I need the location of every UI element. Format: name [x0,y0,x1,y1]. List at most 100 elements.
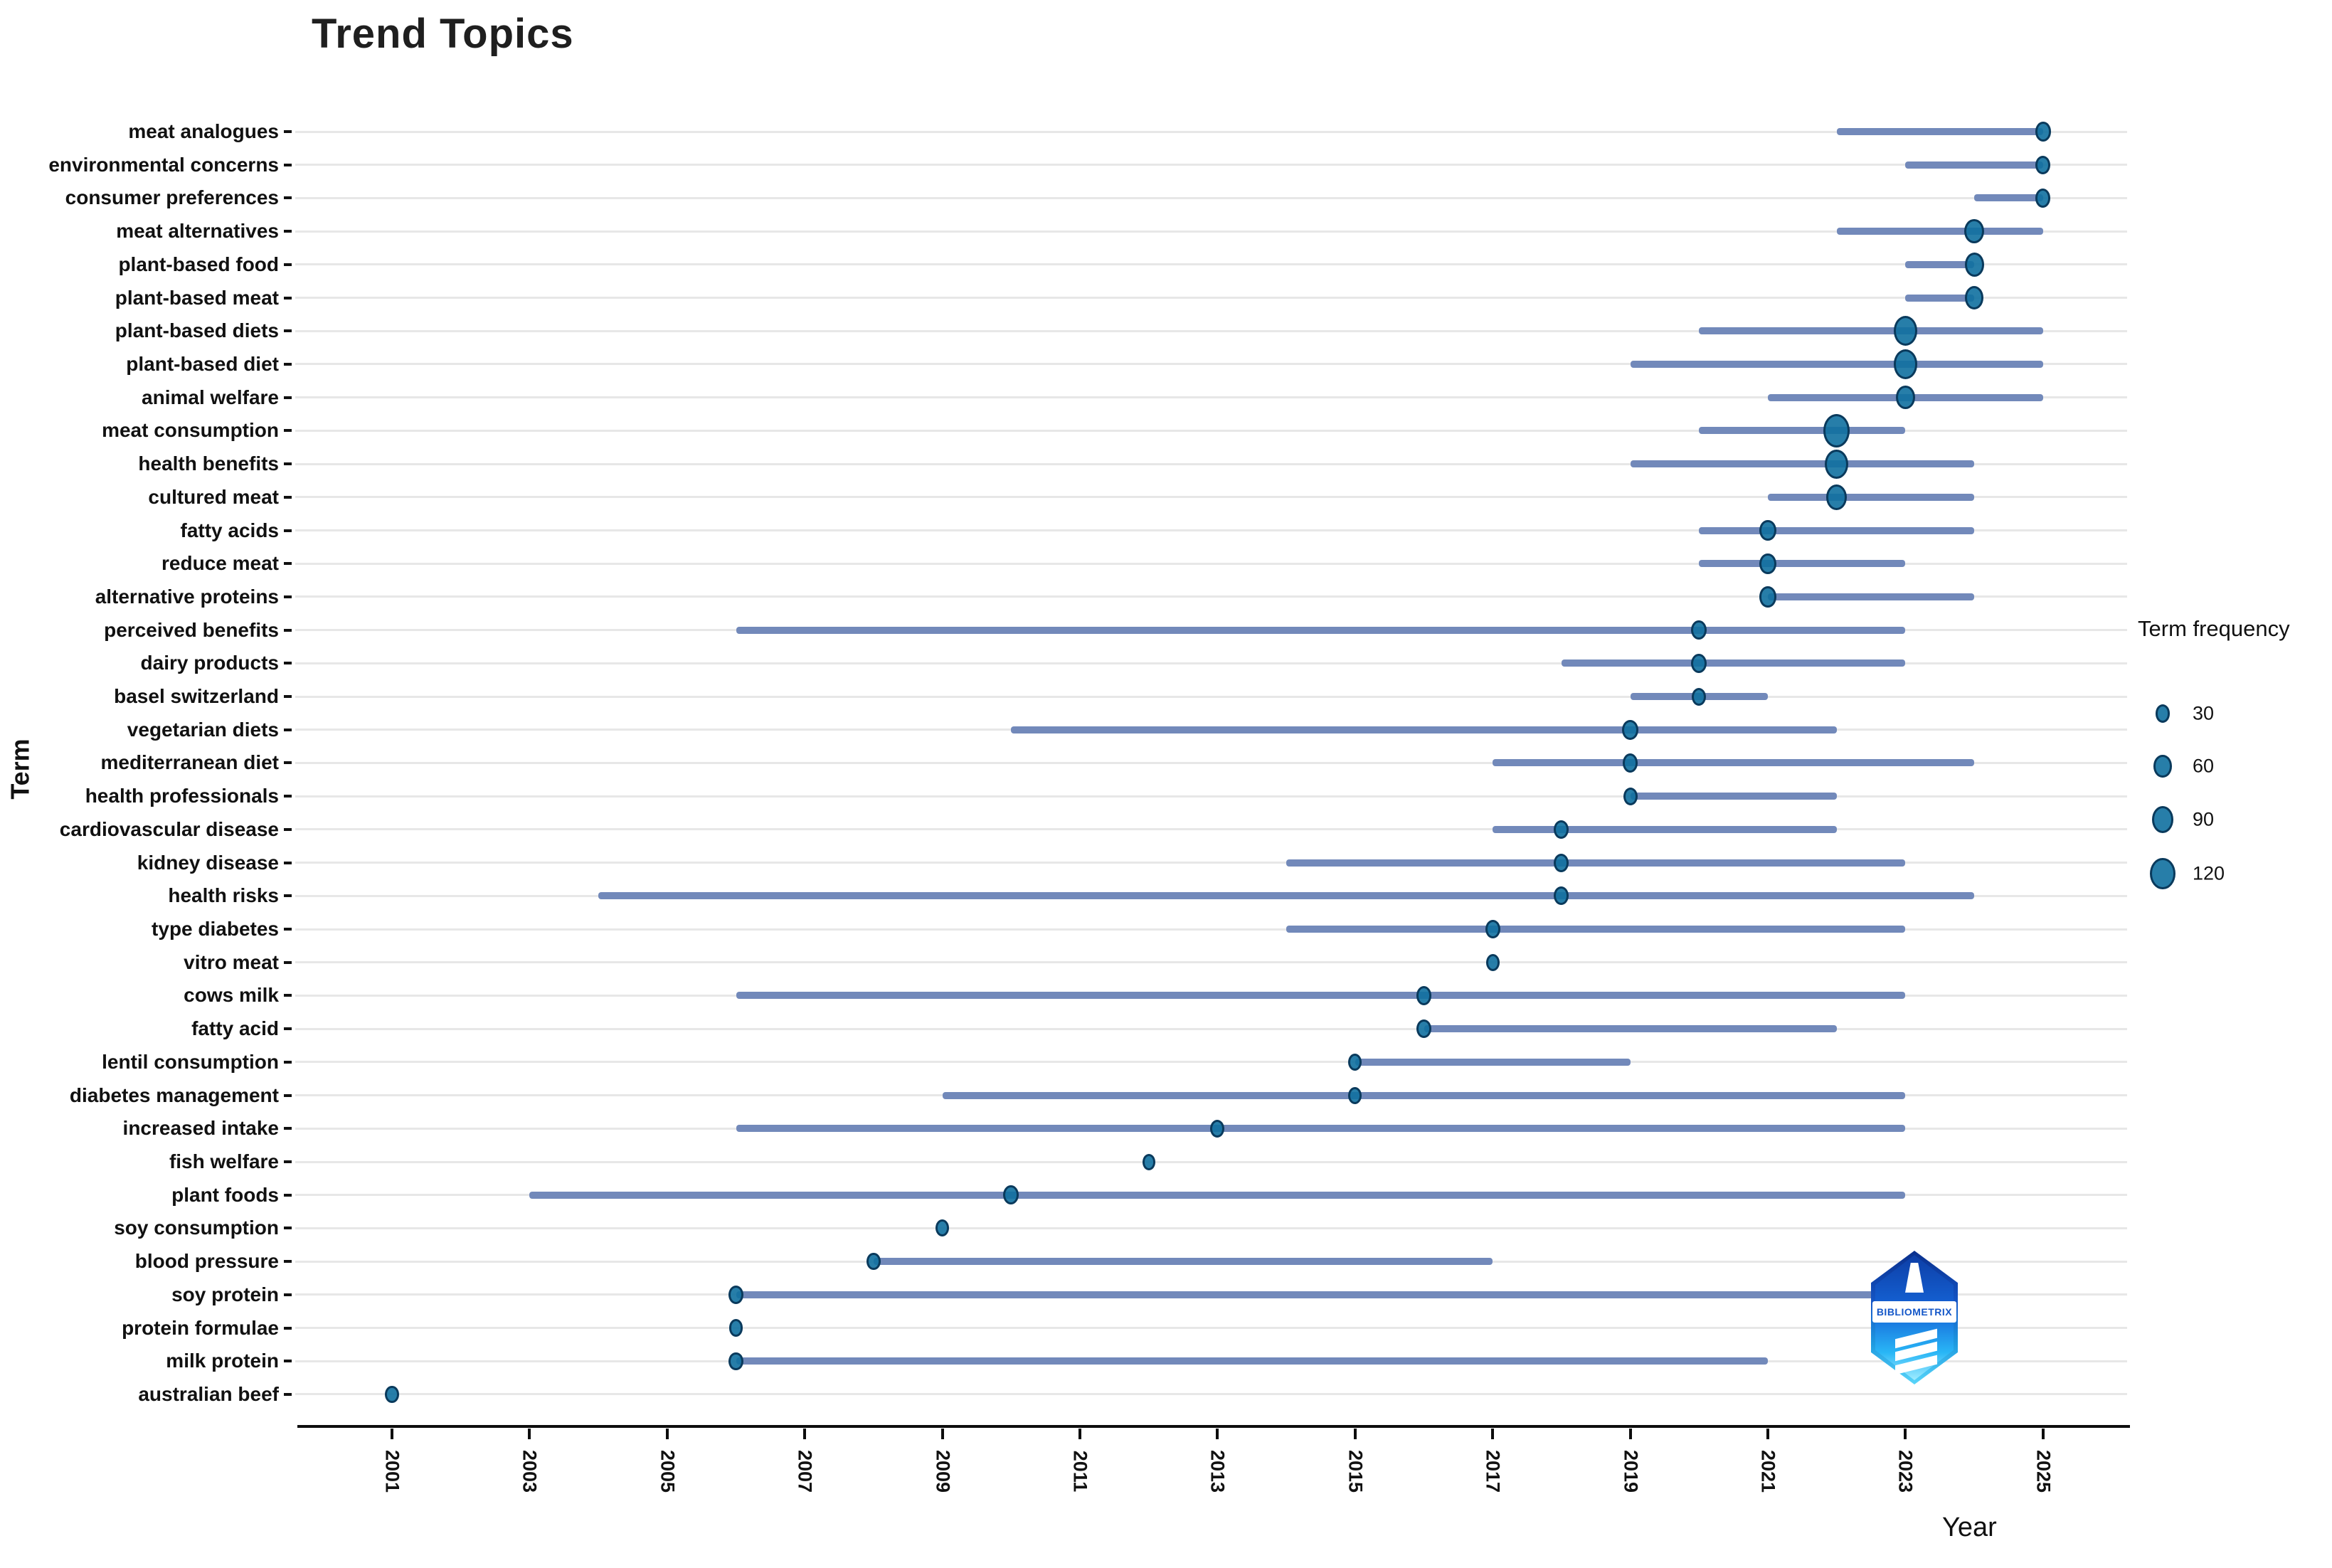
y-tick-mark [284,562,292,566]
term-label: kidney disease [137,851,279,874]
row-gridline [295,462,2127,465]
term-label: consumer preferences [65,186,279,209]
term-frequency-bubble [1554,853,1569,872]
y-tick-mark [284,196,292,200]
row-gridline [295,396,2127,399]
term-label: health benefits [138,452,279,475]
term-frequency-bubble [1965,286,1984,309]
y-tick-mark [284,329,292,333]
x-tick-label: 2017 [1482,1449,1504,1493]
term-label: meat consumption [102,419,279,442]
term-range-line [1699,427,1906,435]
row-gridline [295,1061,2127,1064]
row-gridline [295,263,2127,266]
x-tick-label: 2005 [657,1449,679,1493]
y-tick-mark [284,1227,292,1230]
row-gridline [295,164,2127,166]
x-tick-mark [1353,1429,1357,1439]
row-gridline [295,1160,2127,1163]
x-tick-label: 2021 [1757,1449,1779,1493]
term-frequency-bubble [1964,218,1984,244]
legend-bubble [2151,806,2174,833]
y-tick-mark [284,1060,292,1064]
term-label: blood pressure [134,1250,279,1273]
y-tick-mark [284,130,292,133]
x-tick-mark [528,1429,531,1439]
term-frequency-bubble [1691,620,1707,640]
term-range-line [1836,128,2043,135]
y-tick-mark [284,495,292,499]
row-gridline [295,329,2127,332]
term-frequency-bubble [1691,653,1707,673]
term-range-line [1011,726,1837,733]
y-tick-mark [284,1160,292,1163]
term-range-line [736,1125,1906,1133]
term-frequency-bubble [1759,519,1776,541]
x-tick-mark [1766,1429,1769,1439]
term-label: type diabetes [152,918,279,941]
x-axis-line [297,1425,2130,1428]
x-tick-mark [1078,1429,1081,1439]
term-range-line [1836,228,2043,235]
term-range-line [873,1258,1493,1266]
term-frequency-bubble [1416,1019,1431,1039]
term-range-line [736,1357,1768,1365]
y-tick-mark [284,1293,292,1296]
term-range-line [1424,1025,1837,1033]
term-label: fatty acid [191,1017,279,1040]
term-label: milk protein [166,1350,279,1372]
x-tick-mark [665,1429,669,1439]
term-frequency-bubble [1826,484,1847,510]
x-tick-label: 2015 [1345,1449,1367,1493]
term-frequency-bubble [1623,753,1638,773]
y-tick-mark [284,994,292,997]
term-frequency-bubble [1485,919,1500,939]
x-tick-label: 2009 [932,1449,954,1493]
x-tick-mark [803,1429,807,1439]
y-tick-mark [284,263,292,266]
term-frequency-bubble [728,1319,743,1337]
term-label: plant foods [171,1183,279,1206]
term-label: diabetes management [69,1084,279,1106]
row-gridline [295,928,2127,931]
y-tick-mark [284,894,292,898]
y-tick-mark [284,1193,292,1197]
term-label: australian beef [138,1382,279,1405]
y-tick-mark [284,628,292,632]
row-gridline [295,130,2127,133]
term-label: vitro meat [184,950,279,973]
term-label: soy protein [171,1283,279,1305]
row-gridline [295,496,2127,499]
legend-bubble [2153,755,2172,778]
term-label: mediterranean diet [100,751,279,774]
term-range-line [736,626,1906,634]
term-frequency-bubble [1554,886,1569,906]
term-label: protein formulae [122,1316,279,1339]
y-tick-mark [284,960,292,964]
term-label: cardiovascular disease [59,817,279,840]
term-label: vegetarian diets [127,718,279,741]
row-gridline [295,1393,2127,1396]
x-tick-label: 2023 [1894,1449,1917,1493]
y-tick-mark [284,662,292,665]
term-frequency-bubble [1964,253,1984,277]
term-frequency-bubble [935,1219,950,1237]
term-frequency-bubble [1823,414,1850,447]
chart-title: Trend Topics [312,11,574,57]
x-tick-mark [1628,1429,1632,1439]
y-tick-mark [284,296,292,300]
term-frequency-bubble [1895,385,1915,410]
x-tick-label: 2001 [381,1449,403,1493]
x-tick-label: 2019 [1620,1449,1642,1493]
term-label: reduce meat [161,552,279,575]
row-gridline [295,761,2127,764]
term-label: plant-based diet [126,352,279,375]
term-frequency-bubble [1210,1119,1225,1138]
x-tick-label: 2003 [519,1449,541,1493]
legend-title: Term frequency [2138,616,2290,641]
term-frequency-bubble [1893,349,1917,379]
term-frequency-bubble [2035,189,2051,208]
term-range-line [1905,294,1975,302]
term-range-line [1699,560,1906,568]
